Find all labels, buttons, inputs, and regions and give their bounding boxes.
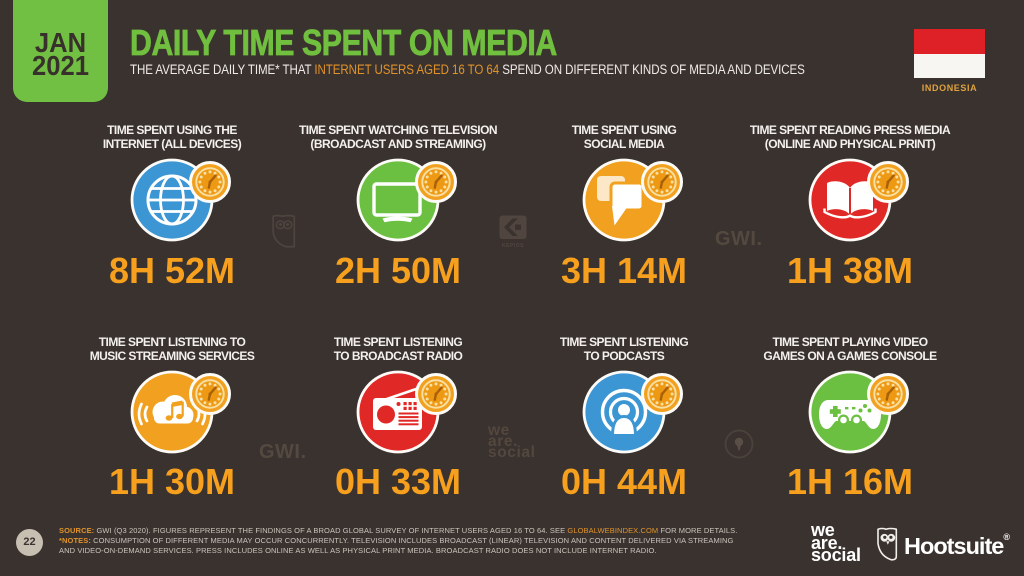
svg-text:KEPIOS: KEPIOS [502,243,524,249]
